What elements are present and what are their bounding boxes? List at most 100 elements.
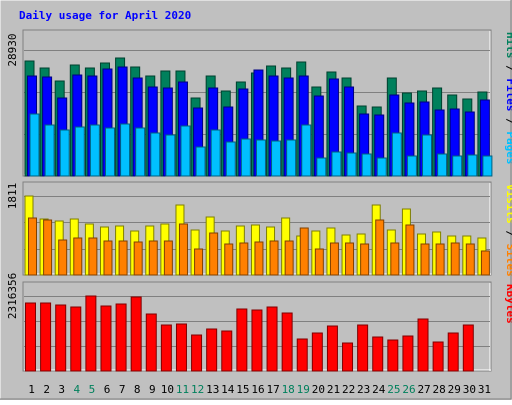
bar-sites-day-8 (133, 241, 143, 276)
bar-kbytes-day-5 (85, 295, 97, 372)
bar-pages-day-15 (240, 138, 251, 177)
bar-pages-day-6 (104, 127, 115, 177)
bar-kbytes-day-23-fill (357, 324, 369, 372)
bar-pages-day-13-fill (210, 129, 221, 177)
bar-sites-day-2-fill (43, 219, 53, 276)
bar-pages-day-1-fill (29, 113, 40, 177)
bar-sites-day-14 (224, 243, 234, 276)
bar-kbytes-day-16 (251, 309, 263, 372)
bar-pages-day-11-fill (180, 125, 191, 177)
bar-kbytes-day-8-fill (130, 296, 142, 372)
bar-kbytes-day-29 (447, 332, 459, 372)
bar-sites-day-16-fill (254, 241, 264, 276)
bar-kbytes-day-22-fill (342, 342, 354, 372)
x-tick-label-day-26: 26 (402, 383, 415, 396)
x-tick-label-day-17: 17 (266, 383, 279, 396)
x-tick-label-day-16: 16 (251, 383, 264, 396)
legend-visits: Visits (504, 184, 512, 224)
bar-pages-day-3-fill (59, 129, 70, 177)
x-tick-label-day-10: 10 (161, 383, 174, 396)
bar-sites-day-15 (239, 242, 249, 276)
bar-sites-day-16 (254, 241, 264, 276)
bar-kbytes-day-2 (40, 302, 52, 372)
bar-sites-day-10 (163, 240, 173, 276)
bar-sites-day-28-fill (435, 243, 445, 276)
bar-sites-day-10-fill (163, 240, 173, 276)
bar-kbytes-day-14-fill (221, 330, 233, 372)
bar-sites-day-22-fill (345, 242, 355, 276)
bar-sites-day-26-fill (405, 224, 415, 276)
x-tick-label-day-20: 20 (312, 383, 325, 396)
bar-sites-day-11-fill (178, 223, 188, 276)
bar-kbytes-day-18 (281, 312, 293, 372)
panel-0-legend: Hits / Files / Pages (504, 32, 512, 165)
bar-pages-day-29 (452, 155, 463, 177)
bar-pages-day-15-fill (240, 138, 251, 177)
bar-pages-day-21-fill (331, 151, 342, 177)
bar-kbytes-day-25 (387, 339, 399, 372)
bar-sites-day-3-fill (58, 239, 68, 276)
panel-2-legend: KBytes (504, 284, 512, 324)
bar-pages-day-28 (437, 153, 448, 177)
bar-pages-day-8 (135, 127, 146, 177)
bar-kbytes-day-20-fill (311, 332, 323, 372)
bar-kbytes-day-4 (70, 306, 82, 372)
bar-sites-day-29-fill (450, 242, 460, 276)
bar-pages-day-28-fill (437, 153, 448, 177)
x-tick-label-day-29: 29 (448, 383, 461, 396)
bar-sites-day-5-fill (88, 237, 98, 276)
bar-sites-day-7 (118, 240, 128, 276)
bar-kbytes-day-15 (236, 308, 248, 372)
legend-hits: Hits (504, 32, 512, 59)
x-tick-label-day-7: 7 (119, 383, 126, 396)
x-tick-label-day-13: 13 (206, 383, 219, 396)
x-tick-label-day-24: 24 (372, 383, 386, 396)
bar-kbytes-day-29-fill (447, 332, 459, 372)
bar-sites-day-3 (58, 239, 68, 276)
x-tick-label-day-1: 1 (28, 383, 35, 396)
bar-kbytes-day-12 (191, 334, 203, 372)
bar-sites-day-24-fill (375, 219, 385, 276)
bar-pages-day-26 (406, 155, 417, 177)
bar-pages-day-21 (331, 151, 342, 177)
bar-sites-day-26 (405, 224, 415, 276)
bar-pages-day-19-fill (301, 124, 312, 177)
bar-pages-day-27-fill (422, 134, 433, 177)
bar-kbytes-day-16-fill (251, 309, 263, 372)
bar-kbytes-day-24-fill (372, 336, 384, 372)
bar-pages-day-16 (255, 139, 266, 177)
bar-sites-day-25-fill (390, 242, 400, 276)
bar-kbytes-day-14 (221, 330, 233, 372)
bar-pages-day-18-fill (286, 139, 297, 177)
bar-kbytes-day-27 (417, 318, 429, 372)
bar-kbytes-day-13-fill (206, 328, 218, 372)
legend-sites: Sites (504, 244, 512, 277)
bar-kbytes-day-26 (402, 335, 414, 372)
bar-pages-day-4-fill (74, 126, 85, 177)
bar-sites-day-13 (209, 232, 219, 276)
bar-kbytes-day-27-fill (417, 318, 429, 372)
bar-kbytes-day-21-fill (326, 325, 338, 372)
x-tick-label-day-25: 25 (387, 383, 400, 396)
legend-pages: Pages (504, 131, 512, 164)
bar-pages-day-23-fill (361, 153, 372, 177)
bar-sites-day-18 (284, 240, 294, 276)
bar-pages-day-20-fill (316, 157, 327, 177)
bar-sites-day-11 (178, 223, 188, 276)
bar-pages-day-1 (29, 113, 40, 177)
bar-sites-day-4-fill (73, 237, 83, 276)
bar-pages-day-8-fill (135, 127, 146, 177)
x-tick-label-day-11: 11 (176, 383, 189, 396)
chart-title: Daily usage for April 2020 (19, 9, 191, 22)
bar-sites-day-18-fill (284, 240, 294, 276)
bar-sites-day-22 (345, 242, 355, 276)
bar-kbytes-day-2-fill (40, 302, 52, 372)
bar-sites-day-1 (28, 217, 37, 276)
bar-pages-day-31 (482, 155, 493, 177)
bar-sites-day-14-fill (224, 243, 234, 276)
bar-pages-day-13 (210, 129, 221, 177)
bar-sites-day-25 (390, 242, 400, 276)
panel-1-legend: Visits / Sites (504, 184, 512, 277)
bar-kbytes-day-26-fill (402, 335, 414, 372)
